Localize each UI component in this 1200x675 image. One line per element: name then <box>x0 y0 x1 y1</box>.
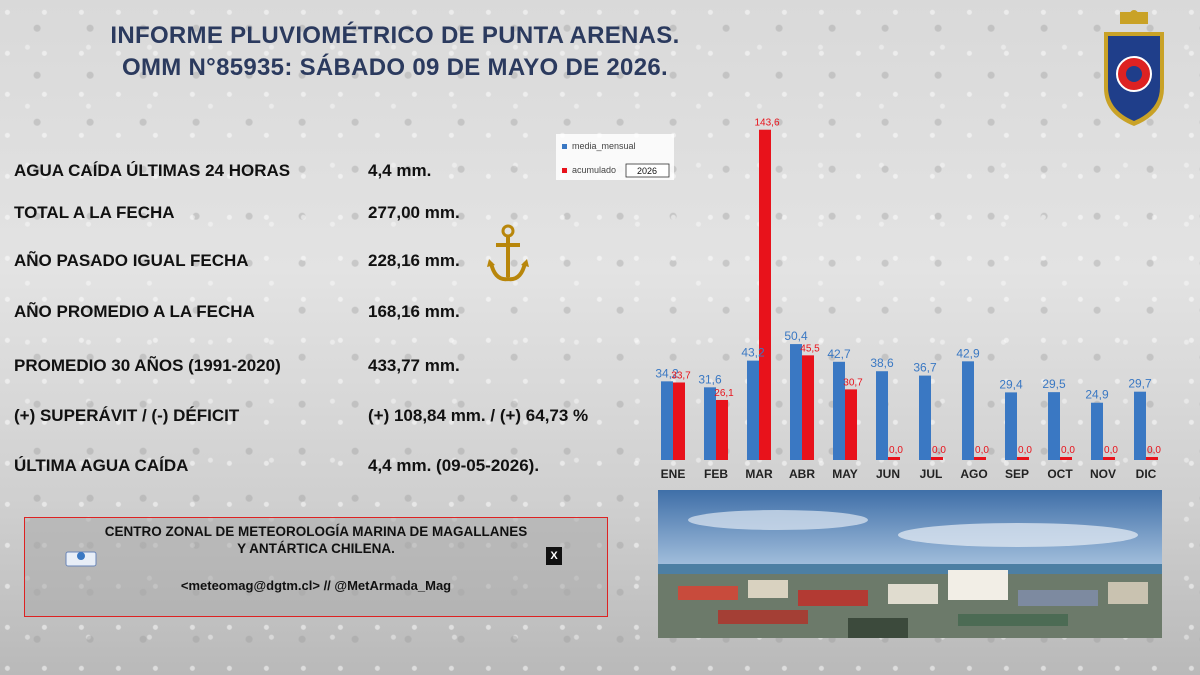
x-tick-label-oct: OCT <box>1047 467 1073 481</box>
armada-logo-icon <box>1104 10 1164 126</box>
data-label-acumulado-dic: 0,0 <box>1147 445 1161 456</box>
data-label-media-ene: 34,2 <box>655 366 679 380</box>
data-label-acumulado-mar: 143,6 <box>754 118 779 129</box>
data-label-media-jul: 36,7 <box>913 361 937 375</box>
anchor-icon <box>487 224 529 282</box>
data-label-media-oct: 29,5 <box>1042 377 1066 391</box>
data-label-media-mar: 43,2 <box>741 346 765 360</box>
report-title: INFORME PLUVIOMÉTRICO DE PUNTA ARENAS. O… <box>0 20 790 84</box>
title-line-1: INFORME PLUVIOMÉTRICO DE PUNTA ARENAS. <box>110 22 680 49</box>
bar-acumulado-oct <box>1060 457 1072 460</box>
data-label-acumulado-jul: 0,0 <box>932 445 946 456</box>
legend-swatch-acumulado <box>562 168 567 173</box>
bar-media-may <box>833 361 845 460</box>
data-label-media-nov: 24,9 <box>1085 388 1109 402</box>
stat-value-total: 277,00 mm. <box>368 203 460 222</box>
stat-label-30-years: PROMEDIO 30 AÑOS (1991-2020) <box>14 356 281 375</box>
legend-label-acumulado: acumulado <box>572 165 616 175</box>
data-label-acumulado-abr: 45,5 <box>800 343 820 354</box>
bar-media-mar <box>747 360 759 460</box>
data-label-acumulado-ene: 33,7 <box>671 370 691 381</box>
bar-acumulado-jun <box>888 457 900 460</box>
chart-legend: media_mensual acumulado 2026 <box>556 134 674 180</box>
bar-acumulado-sep <box>1017 457 1029 460</box>
stat-label-surplus: (+) SUPERÁVIT / (-) DÉFICIT <box>14 406 240 425</box>
info-center-name: CENTRO ZONAL DE METEOROLOGÍA MARINA DE M… <box>104 524 528 539</box>
title-line-2: OMM N°85935: SÁBADO 09 DE MAYO DE 2026. <box>122 54 668 81</box>
bar-media-nov <box>1091 402 1103 460</box>
data-label-acumulado-may: 30,7 <box>843 377 863 388</box>
x-tick-label-dic: DIC <box>1136 467 1157 481</box>
bar-acumulado-jul <box>931 457 943 460</box>
bar-acumulado-feb <box>716 399 728 460</box>
legend-label-media: media_mensual <box>572 141 636 151</box>
x-tick-label-nov: NOV <box>1090 467 1116 481</box>
info-contact[interactable]: <meteomag@dgtm.cl> // @MetArmada_Mag <box>180 578 452 593</box>
bar-media-ene <box>661 381 673 460</box>
bar-acumulado-abr <box>802 355 814 460</box>
bar-media-dic <box>1134 391 1146 460</box>
bar-media-sep <box>1005 392 1017 460</box>
stat-value-average-year: 168,16 mm. <box>368 302 460 321</box>
stat-label-24h: AGUA CAÍDA ÚLTIMAS 24 HORAS <box>14 161 291 180</box>
data-label-media-dic: 29,7 <box>1128 377 1152 391</box>
data-label-acumulado-feb: 26,1 <box>714 388 734 399</box>
bar-acumulado-may <box>845 389 857 460</box>
x-tick-label-jul: JUL <box>920 467 943 481</box>
data-label-acumulado-ago: 0,0 <box>975 445 989 456</box>
legend-swatch-media <box>562 144 567 149</box>
x-tick-label-feb: FEB <box>704 467 728 481</box>
info-center-name-2: Y ANTÁRTICA CHILENA. <box>237 541 395 556</box>
legend-year-box <box>625 163 670 178</box>
x-tick-label-may: MAY <box>832 467 858 481</box>
x-tick-label-mar: MAR <box>745 467 773 481</box>
legend-year: 2026 <box>637 166 657 176</box>
bar-acumulado-ago <box>974 457 986 460</box>
bar-media-feb <box>704 387 716 460</box>
stat-value-surplus: (+) 108,84 mm. / (+) 64,73 % <box>368 406 589 425</box>
rainfall-bar-chart: media_mensual acumulado 2026 34,233,7 ENE… <box>556 118 1161 481</box>
stat-value-30-years: 433,77 mm. <box>368 356 460 375</box>
bar-acumulado-mar <box>759 129 771 460</box>
bar-acumulado-ene <box>673 382 685 460</box>
data-label-acumulado-jun: 0,0 <box>889 445 903 456</box>
data-label-acumulado-oct: 0,0 <box>1061 445 1075 456</box>
x-tick-label-jun: JUN <box>876 467 900 481</box>
x-social-icon[interactable]: X <box>546 547 562 565</box>
data-label-media-ago: 42,9 <box>956 346 980 360</box>
email-icon <box>65 551 97 567</box>
stat-label-last-rain: ÚLTIMA AGUA CAÍDA <box>14 456 189 475</box>
bar-media-abr <box>790 344 802 460</box>
data-label-media-jun: 38,6 <box>870 356 894 370</box>
bar-acumulado-nov <box>1103 457 1115 460</box>
stat-label-average-year: AÑO PROMEDIO A LA FECHA <box>14 302 255 321</box>
bar-media-ago <box>962 361 974 460</box>
x-tick-label-sep: SEP <box>1005 467 1029 481</box>
x-tick-label-abr: ABR <box>789 467 815 481</box>
data-label-media-sep: 29,4 <box>999 377 1023 391</box>
punta-arenas-photo <box>658 490 1162 638</box>
bar-media-jul <box>919 375 931 460</box>
stat-label-last-year: AÑO PASADO IGUAL FECHA <box>14 251 249 270</box>
data-label-media-abr: 50,4 <box>784 329 808 343</box>
stat-label-total: TOTAL A LA FECHA <box>14 203 175 222</box>
bar-acumulado-dic <box>1146 457 1158 460</box>
stat-value-last-rain: 4,4 mm. (09-05-2026). <box>368 456 540 475</box>
stat-value-24h: 4,4 mm. <box>368 161 432 180</box>
x-tick-label-ago: AGO <box>960 467 987 481</box>
stat-value-last-year: 228,16 mm. <box>368 251 460 270</box>
x-tick-label-ene: ENE <box>661 467 686 481</box>
data-label-acumulado-sep: 0,0 <box>1018 445 1032 456</box>
bar-media-oct <box>1048 392 1060 460</box>
data-label-acumulado-nov: 0,0 <box>1104 445 1118 456</box>
info-box: CENTRO ZONAL DE METEOROLOGÍA MARINA DE M… <box>24 517 608 617</box>
data-label-media-feb: 31,6 <box>698 372 722 386</box>
bar-media-jun <box>876 371 888 460</box>
data-label-media-may: 42,7 <box>827 347 851 361</box>
